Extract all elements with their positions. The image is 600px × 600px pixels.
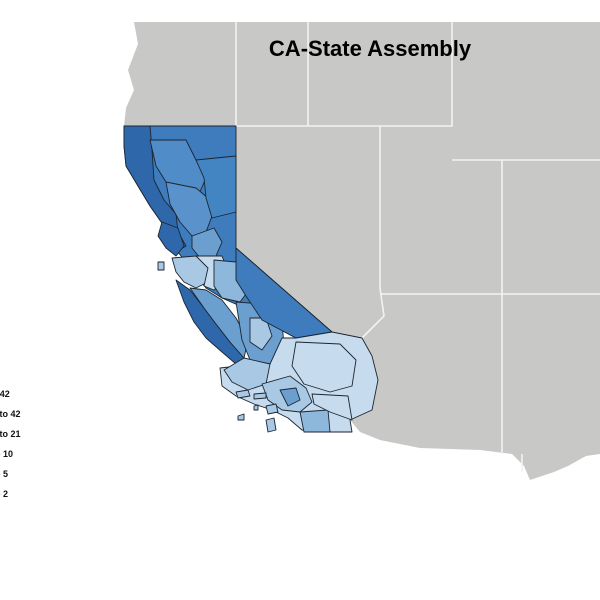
legend-item: to 2	[0, 489, 9, 499]
legend-item: 1 to 42	[0, 409, 21, 419]
district-la-core	[279, 387, 301, 407]
neighbor-states	[124, 22, 600, 480]
district-bay-north	[157, 221, 185, 257]
legend-item: = 42	[0, 389, 10, 399]
district-plumas	[195, 155, 237, 219]
california-districts	[123, 125, 379, 433]
legend-item: to 5	[0, 469, 9, 479]
district-north-coast	[123, 125, 187, 253]
legend: = 42 1 to 42 0 to 21 to 10 to 5 to 2 0	[0, 388, 62, 528]
district-san-bernardino	[291, 341, 357, 393]
channel-island-2	[253, 392, 267, 400]
map-title: CA-State Assembly	[268, 36, 472, 61]
legend-item: to 10	[0, 449, 14, 459]
channel-island-3	[265, 403, 279, 415]
bay-island	[157, 261, 165, 271]
state-borders	[235, 22, 600, 472]
channel-island-1	[235, 389, 251, 399]
legend-item: 0 to 21	[0, 429, 21, 439]
legend-item: 0	[0, 508, 62, 528]
district-san-diego	[299, 409, 331, 433]
channel-island-4	[265, 417, 277, 433]
channel-island-6	[253, 404, 259, 411]
district-riverside	[311, 393, 353, 421]
channel-island-5	[237, 413, 245, 421]
